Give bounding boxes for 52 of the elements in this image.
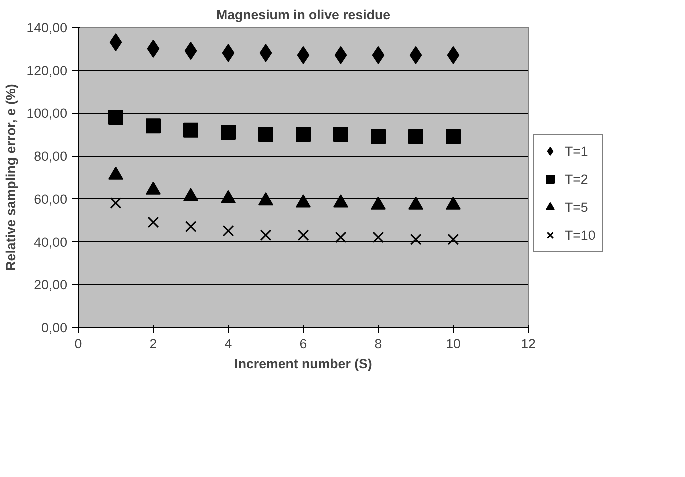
point (446, 129, 461, 144)
legend-label: T=2 (565, 172, 588, 186)
point (222, 44, 235, 62)
y-tick-label: 120,00 (26, 63, 68, 78)
point (410, 46, 422, 64)
x-axis-title: Increment number (S) (234, 356, 372, 372)
point (147, 40, 160, 58)
point (334, 46, 348, 64)
y-tick-label: 100,00 (26, 106, 68, 122)
point (297, 46, 310, 64)
y-tick-label: 40,00 (34, 234, 68, 250)
y-tick-label: 60,00 (34, 192, 68, 207)
point (258, 127, 274, 142)
legend-label: T=10 (565, 228, 596, 242)
point (372, 46, 385, 64)
point (298, 230, 310, 242)
legend-label: T=5 (565, 200, 588, 214)
legend-label: T=1 (565, 144, 588, 158)
point (335, 232, 347, 244)
point (184, 42, 198, 60)
y-axis-title: Relative sampling error, e (%) (4, 84, 19, 271)
point (185, 221, 197, 232)
x-tick-label: 2 (150, 336, 158, 352)
y-tick-label: 0,00 (42, 320, 68, 336)
y-tick-label: 20,00 (34, 278, 68, 293)
point (148, 216, 160, 228)
x-tick-label: 12 (521, 336, 536, 352)
point (110, 34, 122, 52)
point (408, 129, 424, 144)
point (222, 225, 234, 237)
point (260, 44, 272, 62)
y-tick-label: 140,00 (26, 20, 68, 36)
point (221, 125, 236, 140)
point (108, 110, 124, 125)
y-tick-label: 80,00 (34, 149, 68, 164)
point (184, 122, 198, 138)
point (371, 129, 386, 144)
point (447, 46, 460, 64)
x-tick-label: 8 (374, 336, 382, 352)
point (260, 230, 272, 242)
x-tick-label: 6 (300, 336, 308, 352)
x-tick-label: 4 (224, 336, 233, 352)
point (334, 127, 348, 142)
point (410, 234, 422, 246)
point (146, 118, 161, 134)
point (372, 232, 384, 244)
point (296, 127, 311, 142)
point (110, 198, 122, 209)
chart-title: Magnesium in olive residue (216, 8, 391, 22)
point (448, 234, 460, 246)
x-tick-label: 10 (446, 336, 461, 352)
x-tick-label: 0 (74, 336, 82, 352)
